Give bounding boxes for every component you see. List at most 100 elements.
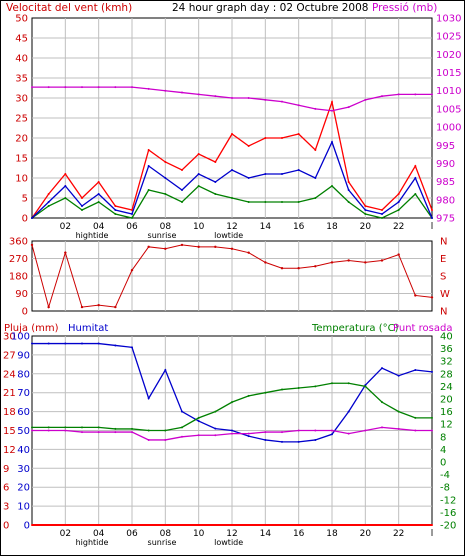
dewpoint-series-point — [247, 432, 250, 435]
temperature-series-point — [297, 386, 300, 389]
wind-direction-point — [64, 251, 67, 254]
x-tick-label: 12 — [226, 222, 237, 232]
humidity-y-tick: 20 — [17, 483, 30, 494]
rain-y-tick: 21 — [3, 388, 16, 399]
wind-direction-point — [114, 305, 117, 309]
humidity-series-point — [47, 342, 50, 345]
rain-series-point — [331, 524, 333, 526]
dewpoint-series-point — [31, 429, 33, 432]
humidity-series-point — [347, 410, 350, 413]
wind-direction-point — [297, 267, 300, 270]
wind-speed-series-point — [414, 165, 417, 167]
temperature-series-point — [331, 382, 333, 385]
dewpoint-series-point — [181, 435, 183, 438]
rain-series-point — [431, 524, 433, 526]
wind-min-series-point — [331, 185, 333, 187]
rain-series-point — [147, 524, 150, 526]
wind-min-series-point — [81, 209, 83, 211]
pressure-series-point — [414, 93, 417, 96]
compass-y-tick: E — [440, 254, 446, 265]
wind-direction-point — [214, 245, 217, 249]
dewpoint-series-point — [114, 431, 117, 434]
data-layer — [30, 86, 434, 526]
dewpoint-series-point — [147, 438, 150, 441]
dewpoint-series-point — [297, 429, 300, 432]
x-tick-label: 08 — [160, 222, 172, 232]
temperature-y-tick: -8 — [440, 483, 450, 494]
wind-avg-series-point — [181, 189, 183, 191]
rain-series-point — [247, 524, 250, 526]
pressure-y-tick: 1015 — [436, 68, 461, 79]
wind-speed-series-point — [297, 133, 300, 135]
wind-y-tick: 30 — [15, 94, 28, 105]
humidity-series-point — [181, 410, 183, 413]
pressure-y-tick: 980 — [436, 195, 455, 206]
x-tick-label: 08 — [160, 529, 172, 539]
temperature-series-point — [214, 410, 217, 413]
wind-direction-point — [80, 305, 84, 309]
x-tick-label: 10 — [193, 222, 205, 232]
humidity-series-point — [381, 367, 383, 370]
temperature-series-point — [264, 391, 267, 394]
pressure-series-point — [247, 97, 250, 99]
temperature-series-point — [31, 426, 33, 429]
wind-avg-series-point — [381, 213, 383, 215]
temperature-y-tick: 28 — [440, 369, 453, 380]
rain-series-point — [97, 524, 100, 526]
temperature-series-point — [431, 416, 433, 419]
pressure-series-point — [181, 91, 183, 94]
temperature-series-point — [181, 426, 183, 429]
rain-series-point — [197, 524, 200, 526]
humidity-series-point — [147, 397, 150, 400]
pressure-y-tick: 1010 — [436, 86, 461, 97]
temperature-y-tick: 12 — [440, 420, 453, 431]
wind-min-series-point — [181, 201, 183, 203]
humidity-series-point — [114, 344, 117, 347]
wind-y-tick: 15 — [15, 154, 28, 165]
x-event-label: hightide — [76, 538, 109, 547]
wind-avg-series-point — [164, 177, 167, 179]
temperature-y-tick: 4 — [440, 445, 446, 456]
x-tick-label: 18 — [326, 529, 338, 539]
temperature-series-point — [247, 394, 250, 397]
dewpoint-series-point — [64, 429, 67, 432]
dewpoint-label: Punt rosada — [393, 323, 452, 334]
pressure-y-tick: 995 — [436, 141, 455, 152]
wind-min-series-point — [164, 193, 167, 195]
rain-series-point — [131, 524, 133, 526]
x-tick-label: 12 — [226, 529, 237, 539]
wind-min-series-point — [47, 205, 50, 207]
rain-y-tick: 9 — [3, 464, 9, 475]
dewpoint-series-point — [164, 438, 167, 441]
wind-y-tick: 20 — [15, 134, 28, 145]
wind-y-tick: 10 — [15, 174, 28, 185]
wind-y-tick: 5 — [22, 194, 28, 205]
wind-speed-series-point — [147, 149, 150, 151]
wind-avg-series-point — [47, 201, 50, 203]
pressure-y-tick: 1005 — [436, 104, 461, 115]
wind-min-series-point — [64, 197, 67, 199]
x-tick-label: 04 — [93, 222, 105, 232]
rain-series-point — [264, 524, 267, 526]
wind-avg-series-point — [297, 169, 300, 171]
wind-min-series-point — [281, 201, 283, 203]
wind-speed-series-point — [431, 209, 433, 211]
wind-speed-series-point — [164, 161, 167, 163]
temperature-y-tick: 8 — [440, 432, 446, 443]
wind-avg-series-point — [397, 201, 400, 203]
wind-min-series-point — [247, 201, 250, 203]
pressure-y-tick: 1030 — [436, 14, 461, 25]
x-tick-label: 04 — [93, 529, 105, 539]
direction-y-tick: 270 — [9, 254, 28, 265]
wind-min-series-point — [414, 193, 417, 195]
wind-direction-point — [314, 265, 317, 268]
x-tick-label: 18 — [326, 222, 338, 232]
rain-label: Pluja (mm) — [4, 323, 59, 334]
wind-direction-point — [430, 296, 434, 299]
humidity-y-tick: 100 — [11, 332, 30, 343]
wind-y-tick: 25 — [15, 114, 28, 125]
wind-speed-series-point — [247, 145, 250, 147]
x-tick-label: 16 — [293, 529, 305, 539]
wind-avg-series-point — [414, 177, 417, 179]
